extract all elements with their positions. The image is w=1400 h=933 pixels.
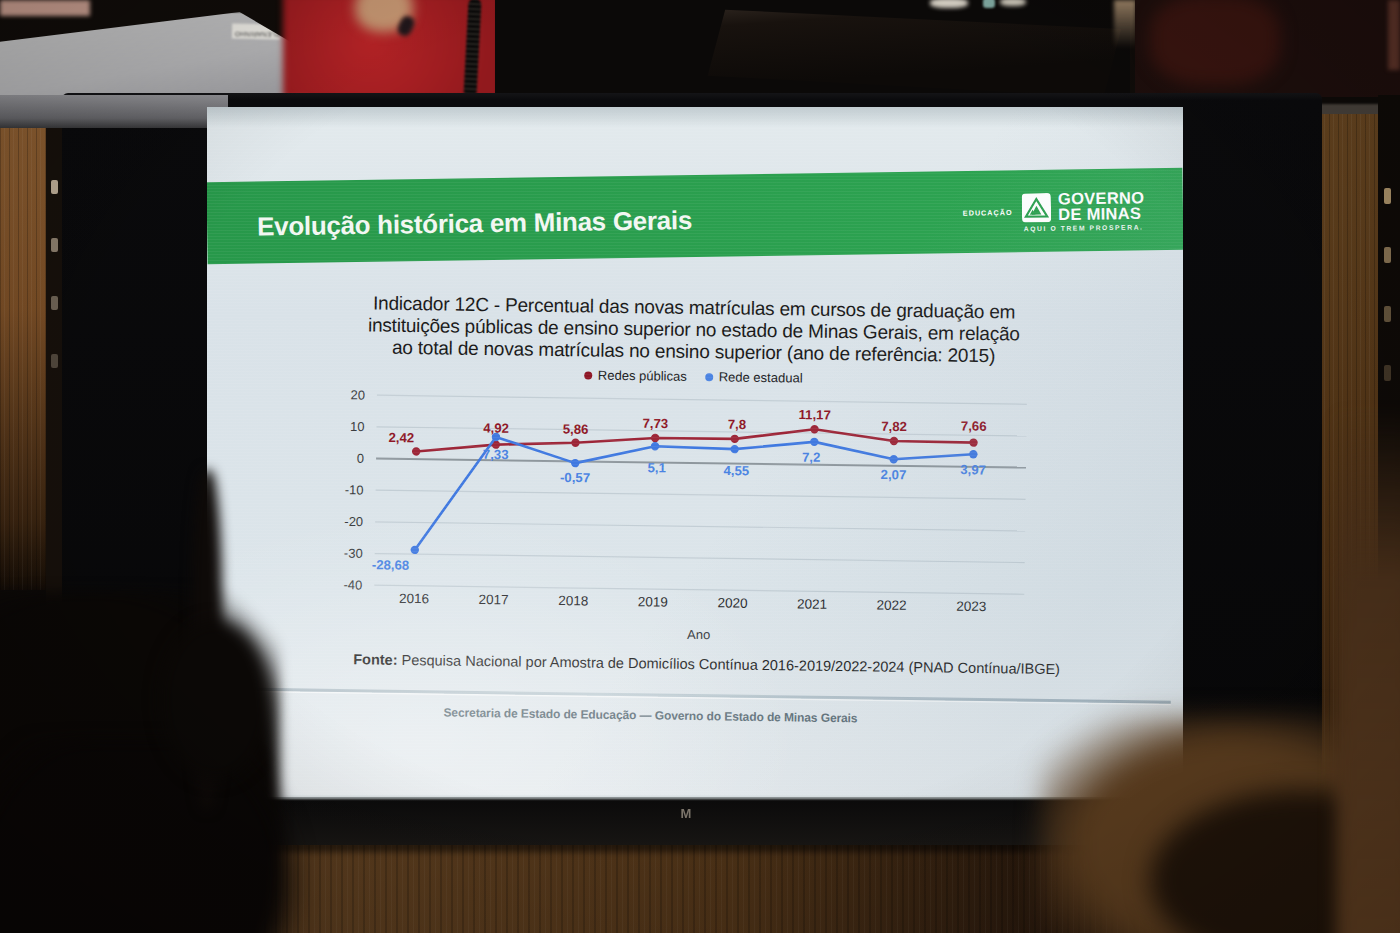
chart-gridline xyxy=(376,490,1026,499)
chart-gridline xyxy=(375,554,1025,563)
data-point xyxy=(969,450,978,459)
monitor-back xyxy=(690,0,1130,97)
chart-y-tick-label: 0 xyxy=(357,451,364,466)
chart-y-tick-label: -30 xyxy=(344,546,363,561)
small-object xyxy=(983,0,995,8)
data-point xyxy=(571,459,580,468)
chart-y-tick-label: -20 xyxy=(344,514,363,529)
chart-x-tick-label: 2021 xyxy=(797,596,827,611)
chart-xaxis-title: Ano xyxy=(687,627,710,642)
data-point-label: -28,68 xyxy=(372,557,410,573)
chart-y-tick-label: 20 xyxy=(350,387,365,402)
rack-slot xyxy=(1384,188,1391,204)
data-point-label: 7,82 xyxy=(881,419,907,434)
chart-heading: Indicador 12C - Percentual das novas mat… xyxy=(207,290,1182,370)
wall-patch xyxy=(0,0,90,16)
legend-dot xyxy=(584,371,592,379)
monitor-brand-logo: M xyxy=(668,806,704,822)
data-point-label: 3,97 xyxy=(960,462,986,477)
data-point xyxy=(571,439,580,448)
data-point-label: 5,86 xyxy=(563,422,589,437)
chart-gridline xyxy=(375,522,1025,531)
chart-x-tick-label: 2022 xyxy=(877,598,907,613)
line-chart: 20 10 0 -10 -20 -30 -40 2016 2017 2018 2019 2020 202… xyxy=(331,380,1045,662)
data-point-label: 7,2 xyxy=(802,450,821,465)
monitor-back-panel xyxy=(690,0,1130,97)
data-point-label: 7,33 xyxy=(483,447,509,462)
chart-x-tick-label: 2020 xyxy=(717,595,747,610)
drape-edge-light xyxy=(1388,0,1400,70)
chart-x-tick-label: 2017 xyxy=(479,592,509,607)
cup xyxy=(1000,0,1026,6)
rack-slot xyxy=(51,238,58,252)
data-point xyxy=(890,437,899,446)
dark-red-drape xyxy=(1150,0,1280,85)
data-point-label: 2,42 xyxy=(388,430,414,445)
presentation-screen: Evolução histórica em Minas Gerais EDUCA… xyxy=(207,107,1183,797)
rack-slot xyxy=(51,354,58,368)
chart-x-tick-label: 2016 xyxy=(399,591,429,606)
data-point xyxy=(889,455,898,464)
data-point xyxy=(731,435,740,444)
data-point xyxy=(810,438,819,447)
data-point-label: -0,57 xyxy=(560,470,590,485)
chart-y-tick-label: -40 xyxy=(343,577,362,592)
chart-x-tick-label: 2023 xyxy=(956,599,986,614)
legend-dot xyxy=(705,373,713,381)
data-point-label: 7,73 xyxy=(642,416,668,431)
data-point-label: 4,55 xyxy=(723,463,749,478)
chart-x-tick-label: 2018 xyxy=(558,593,588,608)
legend-item: Redes públicas xyxy=(584,367,687,383)
rack-slot xyxy=(51,296,58,310)
source-label: Fonte: xyxy=(353,651,398,668)
chart-y-tick-label: 10 xyxy=(350,419,365,434)
data-point xyxy=(969,438,978,447)
data-point-label: 11,17 xyxy=(798,407,830,422)
data-point xyxy=(810,425,819,434)
wall-gap-light xyxy=(1114,0,1136,48)
data-point xyxy=(730,445,739,454)
data-point-label: 2,07 xyxy=(881,467,907,482)
audience-head-left-lower xyxy=(0,740,320,933)
data-point xyxy=(412,447,421,456)
legend-item: Rede estadual xyxy=(705,369,803,385)
rack-slot xyxy=(1384,247,1391,263)
slide-footer: Secretaria de Estado de Educação — Gover… xyxy=(207,702,1139,730)
cup xyxy=(930,0,968,8)
chart-gridline xyxy=(377,395,1027,404)
wood-panel-left xyxy=(0,120,46,590)
slide-content: Indicador 12C - Percentual das novas mat… xyxy=(207,107,1183,797)
chart-y-tick-label: -10 xyxy=(345,482,364,497)
legend-label: Redes públicas xyxy=(598,368,687,384)
data-point-label: 7,8 xyxy=(728,417,747,432)
rack-slot xyxy=(51,180,58,194)
data-point xyxy=(651,442,660,451)
chart-gridline xyxy=(374,585,1024,594)
rack-slot xyxy=(1384,365,1391,381)
legend-label: Rede estadual xyxy=(719,369,803,385)
audience-head-right-top xyxy=(1336,410,1400,933)
chart-gridline xyxy=(376,427,1026,436)
photo-scene: PLENARINHO 2 Evolução histórica em xyxy=(0,0,1400,933)
data-point xyxy=(651,434,660,443)
data-point-label: 7,66 xyxy=(961,418,987,433)
screen-bottom-glow xyxy=(207,796,1183,799)
footer-divider xyxy=(221,687,1171,703)
rack-slot xyxy=(1384,306,1391,322)
laptop-base xyxy=(0,95,228,128)
data-point-label: 5,1 xyxy=(647,460,666,475)
chart-x-tick-label: 2019 xyxy=(638,594,668,609)
audience-hair-curl xyxy=(160,620,270,780)
